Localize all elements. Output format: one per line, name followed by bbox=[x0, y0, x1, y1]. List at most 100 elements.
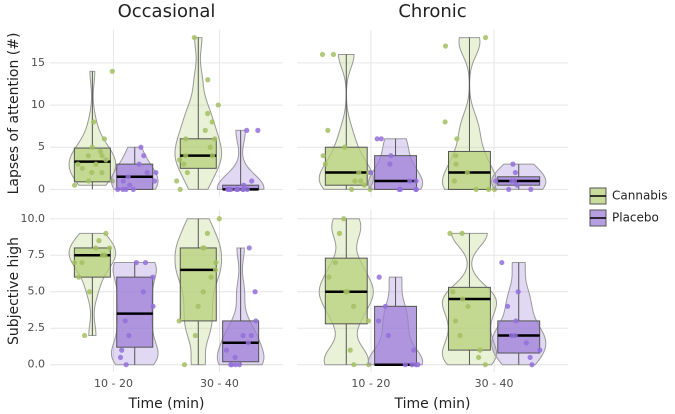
point bbox=[506, 186, 512, 193]
point bbox=[232, 354, 238, 361]
point bbox=[527, 354, 533, 361]
point bbox=[117, 354, 124, 361]
point bbox=[97, 148, 104, 155]
point bbox=[200, 289, 206, 295]
point bbox=[127, 182, 133, 188]
point bbox=[71, 259, 78, 266]
point bbox=[253, 318, 259, 324]
point bbox=[341, 216, 347, 222]
point bbox=[99, 169, 105, 176]
point bbox=[459, 230, 465, 236]
point bbox=[72, 182, 78, 188]
point bbox=[223, 347, 230, 353]
point bbox=[352, 178, 358, 184]
point bbox=[374, 136, 380, 142]
point bbox=[75, 161, 81, 167]
point bbox=[241, 182, 247, 188]
x-tick-label: 30 - 40 bbox=[475, 377, 514, 390]
point bbox=[245, 340, 251, 346]
point bbox=[142, 259, 149, 266]
point bbox=[212, 267, 219, 273]
point bbox=[510, 161, 516, 167]
point bbox=[120, 178, 126, 184]
point bbox=[344, 289, 350, 295]
point bbox=[109, 68, 115, 74]
point bbox=[376, 274, 382, 280]
point bbox=[200, 245, 206, 251]
point bbox=[351, 362, 357, 368]
point bbox=[195, 303, 201, 309]
point bbox=[252, 289, 258, 295]
facet-title: Occasional bbox=[118, 1, 216, 22]
point bbox=[460, 296, 466, 302]
point bbox=[150, 274, 156, 280]
y-tick-label: 15 bbox=[31, 56, 45, 69]
y-tick-label: 5.0 bbox=[28, 285, 46, 298]
box bbox=[374, 305, 417, 366]
point bbox=[99, 153, 105, 159]
point bbox=[378, 136, 384, 142]
point bbox=[493, 178, 499, 184]
point bbox=[388, 153, 394, 159]
point bbox=[319, 51, 326, 58]
point bbox=[358, 178, 364, 184]
point bbox=[447, 230, 453, 236]
point bbox=[183, 136, 189, 142]
point bbox=[103, 157, 109, 163]
point bbox=[451, 178, 458, 184]
point bbox=[229, 362, 235, 368]
facet-title: Chronic bbox=[398, 1, 466, 22]
point bbox=[330, 51, 337, 58]
point bbox=[528, 186, 534, 193]
point bbox=[356, 169, 362, 176]
box bbox=[222, 320, 260, 363]
point bbox=[508, 332, 515, 339]
y-tick-label: 10.0 bbox=[21, 212, 46, 225]
point bbox=[191, 34, 197, 41]
point bbox=[402, 362, 408, 368]
point bbox=[174, 178, 180, 184]
point bbox=[130, 186, 136, 193]
point bbox=[482, 362, 488, 368]
point bbox=[204, 230, 211, 236]
point bbox=[81, 332, 88, 339]
point bbox=[486, 186, 492, 193]
point bbox=[120, 186, 126, 193]
point bbox=[226, 186, 232, 193]
point bbox=[232, 362, 239, 368]
y-tick-label: 2.5 bbox=[28, 321, 46, 334]
y-axis-label: Lapses of attention (#) bbox=[6, 33, 22, 195]
point bbox=[119, 347, 125, 353]
point bbox=[93, 245, 99, 251]
point bbox=[499, 259, 505, 266]
point bbox=[537, 347, 543, 353]
point bbox=[144, 169, 150, 176]
x-axis-label: Time (min) bbox=[127, 396, 204, 412]
point bbox=[103, 230, 109, 236]
point bbox=[216, 216, 222, 222]
y-tick-label: 10 bbox=[31, 98, 45, 111]
point bbox=[205, 110, 211, 117]
point bbox=[209, 153, 216, 159]
point bbox=[150, 303, 156, 309]
point bbox=[101, 136, 108, 142]
point bbox=[413, 178, 419, 184]
point bbox=[235, 186, 241, 193]
point bbox=[138, 144, 144, 150]
point bbox=[523, 340, 529, 346]
point bbox=[96, 238, 102, 244]
point bbox=[215, 102, 221, 108]
point bbox=[413, 186, 419, 193]
point bbox=[236, 362, 242, 368]
point bbox=[515, 289, 521, 295]
point bbox=[368, 169, 374, 176]
point bbox=[183, 153, 189, 159]
point bbox=[106, 245, 113, 251]
point bbox=[326, 274, 332, 280]
point bbox=[192, 332, 198, 339]
point bbox=[141, 153, 147, 159]
point bbox=[208, 274, 214, 280]
box bbox=[374, 155, 417, 190]
point bbox=[409, 362, 415, 368]
